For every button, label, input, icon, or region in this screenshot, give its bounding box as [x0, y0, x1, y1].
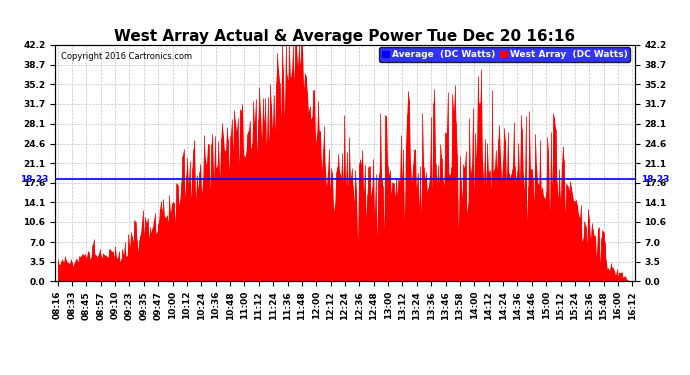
Text: Copyright 2016 Cartronics.com: Copyright 2016 Cartronics.com — [61, 52, 192, 61]
Text: 18.23: 18.23 — [640, 175, 669, 184]
Legend: Average  (DC Watts), West Array  (DC Watts): Average (DC Watts), West Array (DC Watts… — [380, 47, 630, 62]
Title: West Array Actual & Average Power Tue Dec 20 16:16: West Array Actual & Average Power Tue De… — [115, 29, 575, 44]
Text: 18.23: 18.23 — [19, 175, 48, 184]
